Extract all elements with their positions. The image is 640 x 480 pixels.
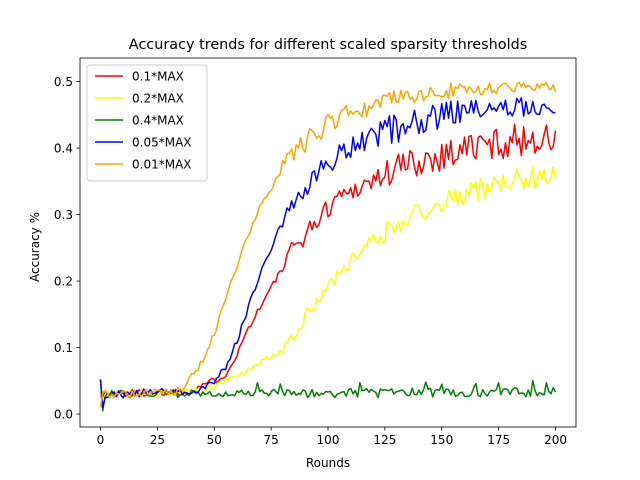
legend-label: 0.01*MAX [132,158,192,172]
y-tick-label: 0.2 [54,275,73,289]
x-tick-label: 25 [150,433,165,447]
series-line-0-01-MAX [99,81,557,408]
x-axis-label: Rounds [306,456,350,470]
plot-area: 0 25 50 75 100 125 150 175 200 0.0 0.1 0.2 0.3 0.4 0.5… [54,57,577,447]
x-tick-label: 150 [430,433,453,447]
x-tick-label: 50 [207,433,222,447]
x-tick-label: 175 [487,433,510,447]
y-tick-label: 0.0 [54,408,73,422]
y-axis-label: Accuracy % [28,212,42,282]
x-tick-label: 200 [544,433,567,447]
y-tick-label: 0.3 [54,208,73,222]
x-tick-label: 100 [317,433,340,447]
x-tick-label: 125 [373,433,396,447]
legend-label: 0.05*MAX [132,136,192,150]
x-tick-label: 0 [97,433,105,447]
legend-box [86,64,208,182]
x-tick-label: 75 [263,433,278,447]
legend-label: 0.2*MAX [132,92,184,106]
chart-title: Accuracy trends for different scaled spa… [129,37,527,53]
y-tick-label: 0.5 [54,75,73,89]
y-tick-label: 0.4 [54,142,73,156]
y-tick-label: 0.1 [54,341,73,355]
legend-label: 0.1*MAX [132,70,184,84]
legend-label: 0.4*MAX [132,114,184,128]
